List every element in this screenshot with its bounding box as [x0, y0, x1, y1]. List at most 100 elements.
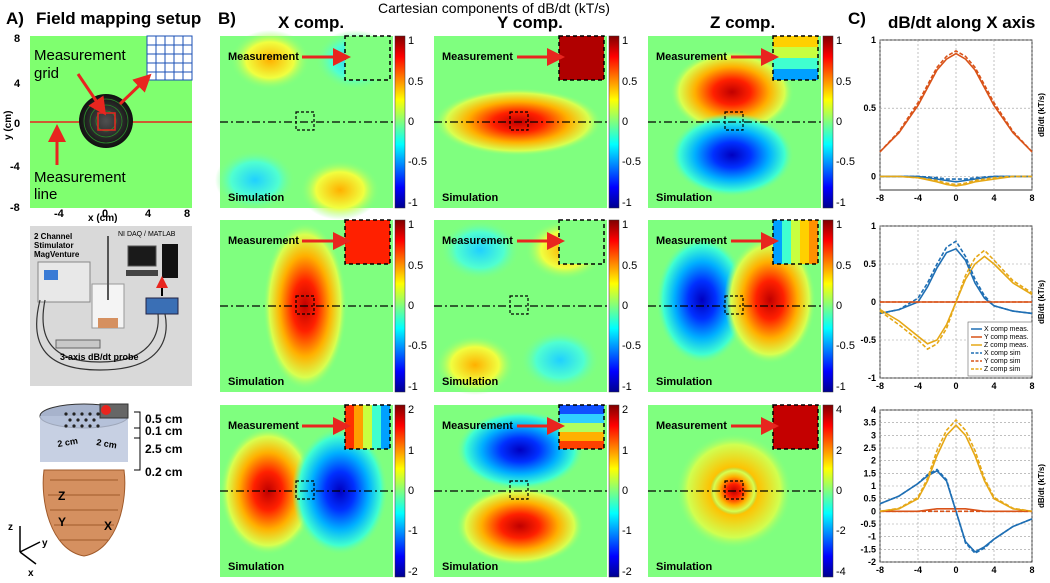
colorbar-row2-y: 1 0.5 0 -0.5 -1	[608, 219, 641, 393]
legend-entry: X comp sim	[984, 350, 1021, 357]
colorbar-tick: -2	[836, 525, 846, 537]
cables-2	[42, 299, 159, 363]
map-ytick: 4	[14, 78, 21, 90]
x-tick-label: 8	[1029, 381, 1034, 391]
map-ytick: -8	[10, 202, 20, 214]
colorbar-tick: 0	[622, 485, 628, 497]
colorbar-tick: -2	[408, 566, 418, 578]
y-tick-label: 4	[871, 405, 876, 415]
heatmap-row1-z: Measurement Simulation	[648, 35, 821, 208]
colorbar-tick: 0	[622, 300, 628, 312]
y-tick-label: -1	[868, 532, 876, 542]
setup-stim-1: 2 Channel	[34, 232, 72, 241]
x-tick-label: -8	[876, 193, 884, 203]
colorbar-tick: 1	[622, 35, 628, 47]
grid-arrow-2	[118, 73, 152, 106]
panel-b-title: Cartesian components of dB/dt (kT/s)	[378, 0, 610, 16]
x-tick-label: 0	[953, 193, 958, 203]
y-tick-label: 2.5	[863, 443, 876, 453]
colorbar-row3-x: 2 1 0 -1 -2	[394, 404, 418, 578]
grid-inset	[146, 35, 193, 81]
x-tick-label: 4	[991, 193, 996, 203]
colorbar-tick: -0.5	[408, 340, 427, 352]
cables	[36, 299, 167, 371]
colorbar-tick: 1	[622, 445, 628, 457]
colorbar-tick: -1	[836, 197, 846, 209]
y-tick-label: -0.5	[860, 519, 876, 529]
map-xtick: 8	[184, 208, 190, 220]
colorbar-tick: 0.5	[836, 76, 851, 88]
y-tick-label: 0	[871, 171, 876, 181]
daq-box	[145, 297, 179, 315]
setup-probe: 3-axis dB/dt probe	[60, 352, 139, 362]
y-tick-label: 1	[871, 221, 876, 231]
colorbar-tick: -0.5	[408, 156, 427, 168]
heatmap-row2-z: Measurement Simulation	[648, 219, 821, 392]
stimulator	[37, 261, 91, 303]
setup-illustration: 2 Channel Stimulator MagVenture NI DAQ /…	[30, 226, 192, 386]
series-line	[879, 49, 1033, 153]
measurement-map: Measurement grid Measurement line y (cm)…	[3, 33, 193, 224]
simulation-label: Simulation	[442, 376, 499, 388]
series-line	[879, 52, 1033, 153]
map-ytick: -4	[10, 161, 21, 173]
colorbar-tick: 0.5	[622, 76, 637, 88]
colorbar-tick: -2	[622, 566, 632, 578]
y-tick-label: 0.5	[863, 259, 876, 269]
colorbar-row1-y: 1 0.5 0 -0.5 -1	[608, 35, 641, 209]
col-title-z: Z comp.	[710, 13, 775, 32]
map-xtick: -4	[54, 208, 65, 220]
coil-dots	[64, 412, 100, 428]
line-label-1: Measurement	[34, 169, 127, 186]
colorbar-tick: 1	[622, 219, 628, 231]
colorbar-tick: -0.5	[836, 340, 855, 352]
x-tick-label: -4	[914, 193, 922, 203]
measurement-label: Measurement	[442, 235, 513, 247]
probe-body	[55, 339, 101, 349]
coil-label-x: X	[104, 519, 112, 533]
colorbar-tick: 0.5	[408, 260, 423, 272]
x-tick-label: 8	[1029, 193, 1034, 203]
y-tick-label: 3.5	[863, 418, 876, 428]
colorbar-tick: 1	[836, 219, 842, 231]
legend-entry: Y comp meas.	[984, 334, 1029, 341]
line-charts: -8 -4 0 4 8 0 0.5 1 dB/dt (kT/s) -8 -4 0 4 8 -1 -0.5 0 0.…	[860, 35, 1046, 575]
x-tick-label: -4	[914, 381, 922, 391]
colorbar-tick: 4	[836, 404, 842, 416]
coil-label-z: Z	[58, 489, 65, 503]
x-tick-label: 4	[991, 565, 996, 575]
y-tick-label: -2	[868, 557, 876, 567]
colorbar-tick: 0	[836, 300, 842, 312]
heatmap-row2-y: Measurement Simulation	[434, 219, 607, 395]
chart-ylabel: dB/dt (kT/s)	[1037, 93, 1046, 137]
legend-entry: X comp meas.	[984, 326, 1029, 333]
colorbar-tick: -1	[622, 525, 632, 537]
measurement-inset	[772, 35, 819, 81]
series-line	[879, 424, 1033, 513]
y-tick-label: -1.5	[860, 544, 876, 554]
legend-entry: Z comp meas.	[984, 342, 1028, 349]
measurement-label: Measurement	[442, 51, 513, 63]
simulation-label: Simulation	[442, 561, 499, 573]
colorbar-tick: -1	[622, 197, 632, 209]
chart-ylabel: dB/dt (kT/s)	[1037, 280, 1046, 324]
axes-icon: z y x	[8, 522, 48, 579]
series-line	[880, 175, 1032, 180]
simulation-label: Simulation	[228, 561, 285, 573]
measurement-inset	[558, 404, 605, 450]
measurement-label: Measurement	[228, 51, 299, 63]
map-xtick: 0	[102, 208, 108, 220]
colorbar-tick: -1	[408, 197, 418, 209]
heatmap-row1-y: Measurement Simulation	[434, 35, 607, 208]
colorbar-tick: -4	[836, 566, 846, 578]
grid-label-1: Measurement	[34, 47, 127, 64]
axis-z-label: z	[8, 522, 13, 533]
x-tick-label: 4	[991, 381, 996, 391]
series-line	[880, 175, 1032, 186]
series-line	[879, 468, 1033, 555]
colorbar-row1-z: 1 0.5 0 -0.5 -1	[822, 35, 855, 209]
y-tick-label: -0.5	[860, 335, 876, 345]
probe-marker	[101, 405, 111, 415]
setup-stim-2: Stimulator	[34, 241, 74, 250]
